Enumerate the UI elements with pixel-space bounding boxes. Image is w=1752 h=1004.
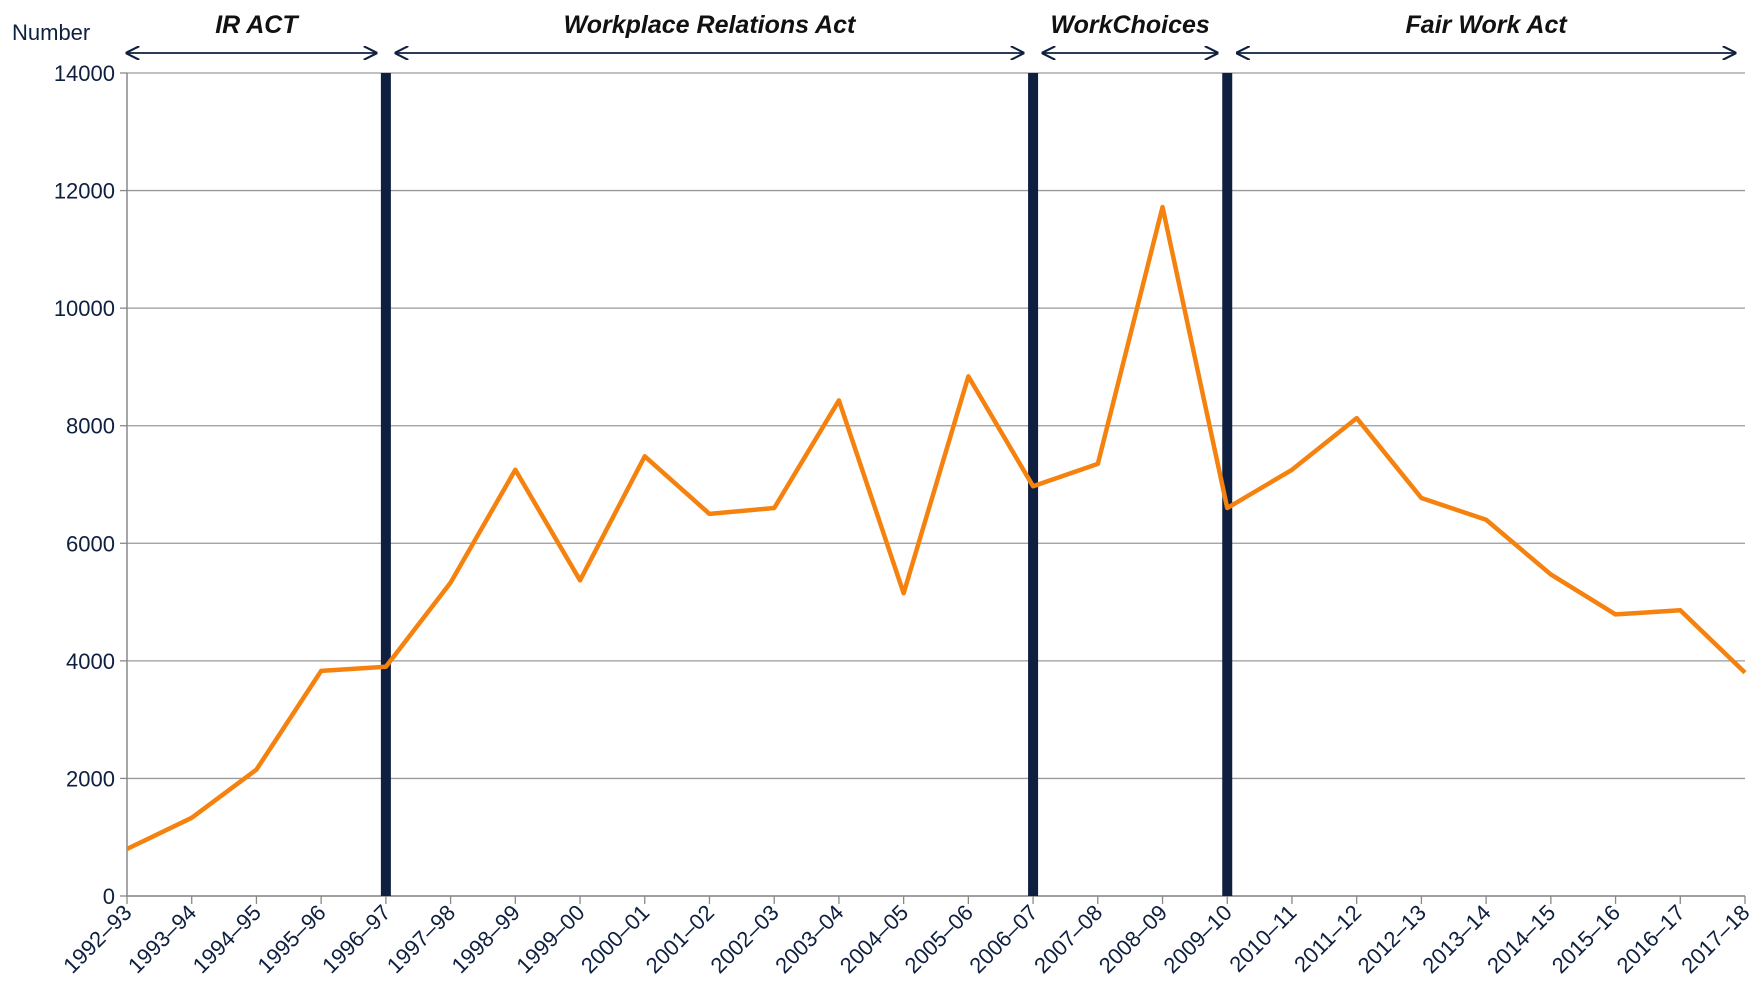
period-label: WorkChoices xyxy=(1051,11,1210,39)
x-tick-label: 1996–97 xyxy=(317,900,395,978)
x-tick-label: 1999–00 xyxy=(511,900,589,978)
y-tick-label: 12000 xyxy=(54,179,115,204)
y-tick-label: 4000 xyxy=(66,649,115,674)
x-tick-label: 2016–17 xyxy=(1612,900,1690,978)
x-tick-label: 2000–01 xyxy=(576,900,654,978)
x-tick-label: 1992–93 xyxy=(58,900,136,978)
x-tick-label: 2011–12 xyxy=(1289,900,1366,977)
x-tick-label: 2001–02 xyxy=(641,900,719,978)
x-tick-label: 2002–03 xyxy=(705,900,783,978)
x-tick-label: 2015–16 xyxy=(1547,900,1625,978)
x-tick-label: 1994–95 xyxy=(188,900,266,978)
x-tick-label: 2012–13 xyxy=(1353,900,1431,978)
x-tick-label: 2004–05 xyxy=(835,900,913,978)
x-tick-label: 2008–09 xyxy=(1094,900,1172,978)
x-tick-label: 1997–98 xyxy=(382,900,460,978)
y-tick-label: 8000 xyxy=(66,414,115,439)
x-tick-label: 2007–08 xyxy=(1029,900,1107,978)
x-tick-label: 2003–04 xyxy=(770,900,848,978)
y-axis-label: Number xyxy=(12,20,90,45)
y-tick-label: 10000 xyxy=(54,296,115,321)
y-tick-label: 6000 xyxy=(66,531,115,556)
x-tick-label: 2006–07 xyxy=(964,900,1042,978)
period-label: IR ACT xyxy=(215,11,300,39)
x-tick-label: 2005–06 xyxy=(900,900,978,978)
x-tick-label: 2009–10 xyxy=(1159,900,1237,978)
y-tick-label: 2000 xyxy=(66,766,115,791)
x-tick-label: 1995–96 xyxy=(252,900,330,978)
x-tick-label: 1993–94 xyxy=(123,900,201,978)
x-tick-label: 1998–99 xyxy=(447,900,525,978)
x-tick-label: 2017–18 xyxy=(1676,900,1752,978)
line xyxy=(126,204,1747,851)
x-tick-label: 2013–14 xyxy=(1417,900,1495,978)
x-tick-label: 2014–15 xyxy=(1482,900,1560,978)
y-tick-label: 14000 xyxy=(54,61,115,86)
period-label: Workplace Relations Act xyxy=(564,11,857,39)
y-tick-label: 0 xyxy=(103,884,115,909)
x-tick-label: 2010–11 xyxy=(1224,900,1301,977)
period-label: Fair Work Act xyxy=(1406,11,1569,39)
